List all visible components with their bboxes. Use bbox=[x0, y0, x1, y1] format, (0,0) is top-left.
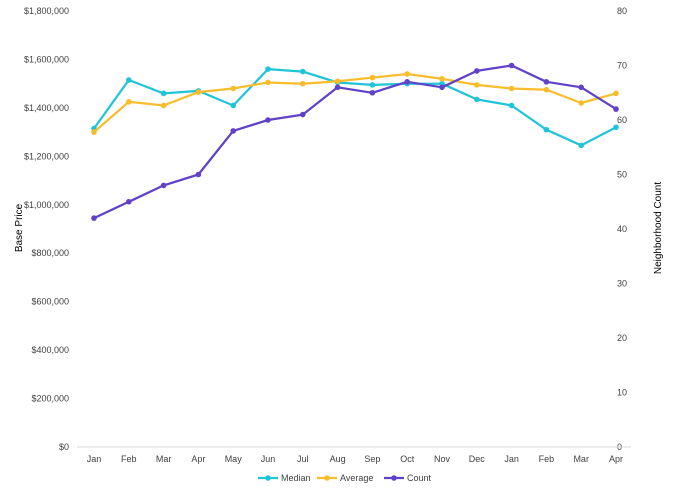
data-point-count bbox=[369, 89, 376, 96]
x-tick-label: Nov bbox=[434, 454, 451, 464]
data-point-average bbox=[404, 71, 411, 77]
data-point-count bbox=[195, 171, 202, 178]
data-point-median bbox=[369, 82, 376, 88]
legend-marker-count bbox=[391, 475, 397, 481]
legend: Median Average Count bbox=[258, 473, 432, 483]
x-tick-label: Mar bbox=[156, 454, 172, 464]
series-line-average bbox=[93, 72, 617, 133]
data-point-count bbox=[265, 117, 271, 123]
y2-tick-label: 80 bbox=[617, 6, 627, 16]
y-tick-label: $800,000 bbox=[31, 248, 69, 258]
data-point-average bbox=[160, 102, 167, 109]
x-tick-label: Apr bbox=[609, 454, 623, 464]
data-point-median bbox=[160, 90, 167, 97]
y-tick-label: $0 bbox=[59, 442, 69, 452]
data-point-median bbox=[265, 66, 271, 72]
series-layer bbox=[91, 62, 619, 221]
legend-label-average: Average bbox=[340, 473, 373, 483]
y2-tick-label: 40 bbox=[617, 224, 627, 234]
x-tick-label: Aug bbox=[330, 454, 346, 464]
legend-marker-median bbox=[265, 475, 271, 481]
data-point-average bbox=[439, 76, 445, 82]
y-tick-label: $1,200,000 bbox=[24, 151, 69, 161]
data-point-average bbox=[613, 90, 619, 97]
x-tick-label: Jan bbox=[504, 454, 519, 464]
series-line-median bbox=[93, 67, 617, 147]
x-tick-label: Mar bbox=[573, 454, 589, 464]
data-point-average bbox=[300, 80, 306, 87]
data-point-median bbox=[126, 77, 132, 83]
y-axis-ticks: $0 $200,000 $400,000 $600,000 $800,000 $1,000… bbox=[24, 6, 69, 452]
x-tick-label: Jul bbox=[297, 454, 309, 464]
y2-tick-label: 10 bbox=[617, 388, 627, 398]
data-point-average bbox=[265, 79, 271, 86]
y-tick-label: $1,800,000 bbox=[24, 6, 69, 16]
y-tick-label: $200,000 bbox=[31, 394, 69, 404]
y-tick-label: $600,000 bbox=[31, 297, 69, 307]
data-point-average bbox=[126, 99, 132, 105]
data-point-median bbox=[230, 102, 236, 109]
data-point-average bbox=[230, 85, 236, 92]
y2-tick-label: 50 bbox=[617, 170, 627, 180]
x-tick-label: Oct bbox=[400, 454, 415, 464]
x-tick-label: Jan bbox=[87, 454, 102, 464]
y2-tick-label: 70 bbox=[617, 61, 627, 71]
data-point-average bbox=[369, 74, 376, 81]
data-point-count bbox=[439, 84, 445, 91]
y-axis-title: Base Price bbox=[14, 203, 25, 252]
x-tick-label: Feb bbox=[121, 454, 137, 464]
y2-tick-label: 60 bbox=[617, 115, 627, 125]
x-tick-label: Dec bbox=[469, 454, 486, 464]
data-point-count bbox=[404, 79, 411, 85]
y-tick-label: $1,400,000 bbox=[24, 103, 69, 113]
data-point-median bbox=[474, 96, 480, 103]
data-point-average bbox=[195, 89, 202, 95]
y2-tick-label: 30 bbox=[617, 279, 627, 289]
legend-marker-average bbox=[324, 475, 330, 481]
data-point-count bbox=[578, 84, 584, 91]
data-point-median bbox=[543, 126, 550, 133]
y-tick-label: $1,600,000 bbox=[24, 54, 69, 64]
data-point-median bbox=[508, 102, 515, 109]
x-tick-label: Feb bbox=[539, 454, 555, 464]
x-tick-label: Sep bbox=[364, 454, 380, 464]
data-point-average bbox=[91, 129, 97, 135]
data-point-count bbox=[91, 215, 97, 221]
data-point-average bbox=[474, 82, 480, 88]
x-tick-label: Apr bbox=[191, 454, 205, 464]
data-point-average bbox=[334, 78, 341, 85]
data-point-count bbox=[474, 68, 480, 74]
data-point-average bbox=[508, 85, 515, 92]
x-tick-label: Jun bbox=[261, 454, 276, 464]
legend-label-count: Count bbox=[407, 473, 432, 483]
legend-label-median: Median bbox=[281, 473, 311, 483]
y2-axis-title: Neighborhood Count bbox=[653, 182, 664, 275]
data-point-count bbox=[300, 111, 306, 118]
data-point-count bbox=[334, 84, 341, 91]
y-tick-label: $400,000 bbox=[31, 345, 69, 355]
data-point-count bbox=[126, 198, 132, 205]
data-point-count bbox=[160, 182, 167, 189]
y-tick-label: $1,000,000 bbox=[24, 200, 69, 210]
x-axis-ticks: Jan Feb Mar Apr May Jun Jul Aug Sep Oct Nov Dec Jan F… bbox=[87, 454, 623, 464]
data-point-median bbox=[613, 124, 619, 131]
data-point-median bbox=[578, 142, 584, 149]
data-point-count bbox=[613, 106, 619, 112]
x-tick-label: May bbox=[225, 454, 243, 464]
data-point-median bbox=[300, 68, 306, 75]
data-point-count bbox=[508, 62, 515, 69]
data-point-count bbox=[230, 128, 236, 134]
series-line-count bbox=[93, 64, 617, 220]
data-point-average bbox=[543, 86, 550, 93]
data-point-average bbox=[578, 100, 584, 106]
y2-tick-label: 20 bbox=[617, 333, 627, 343]
data-point-count bbox=[543, 79, 550, 85]
